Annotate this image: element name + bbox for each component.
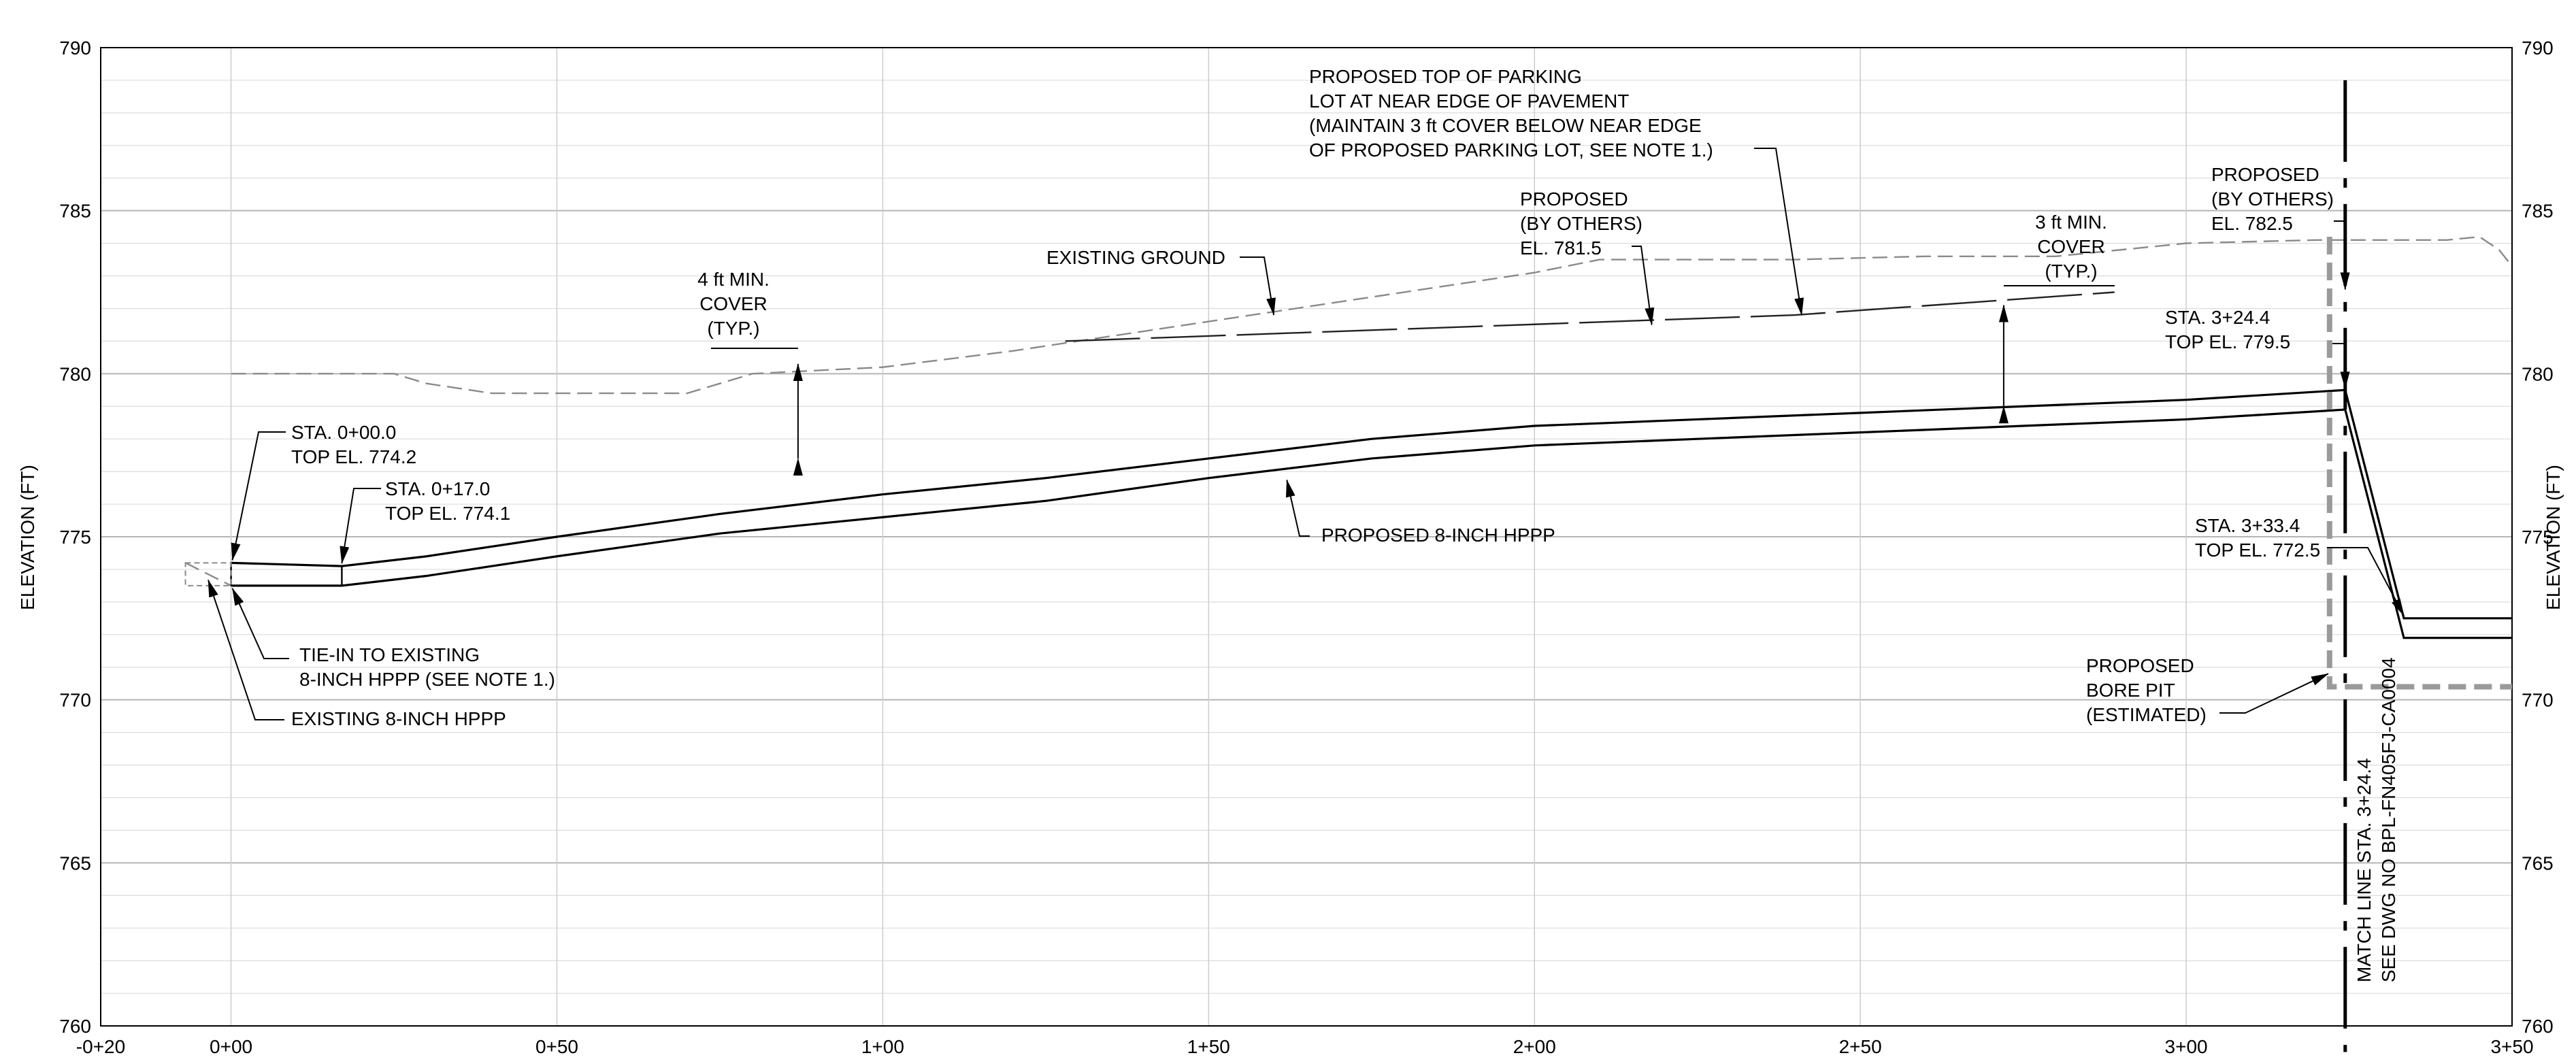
y-tick-label-left: 760 <box>59 1016 91 1037</box>
y-tick-label-right: 765 <box>2522 852 2554 874</box>
annotation-line: STA. 3+24.4 <box>2165 307 2270 328</box>
y-tick-label-left: 765 <box>59 852 91 874</box>
annotation-line: PROPOSED <box>2211 164 2319 185</box>
annotation-line: 3 ft MIN. <box>2035 212 2107 233</box>
x-tick-label: 0+00 <box>210 1036 252 1057</box>
leader-sta-0-00 <box>231 431 286 561</box>
y-tick-label-right: 760 <box>2522 1016 2554 1037</box>
x-tick-label: 3+00 <box>2165 1036 2208 1057</box>
annotation-line: EL. 781.5 <box>1520 237 1602 259</box>
y-tick-label-right: 790 <box>2522 37 2554 59</box>
annotation-cover3: 3 ft MIN. COVER (TYP.) <box>2035 212 2107 282</box>
leader-bore-pit <box>2219 673 2329 714</box>
annotation-line: OF PROPOSED PARKING LOT, SEE NOTE 1.) <box>1309 139 1713 161</box>
annotation-propothers2: PROPOSED (BY OTHERS) EL. 782.5 <box>2211 164 2334 234</box>
leader-sta-3-24 <box>2332 343 2350 390</box>
x-tick-label: 1+00 <box>861 1036 904 1057</box>
leader-existing-ground <box>1240 256 1276 316</box>
annotation-line: MATCH LINE STA. 3+24.4 <box>2354 758 2375 982</box>
annotation-line: 8-INCH HPPP (SEE NOTE 1.) <box>299 669 555 690</box>
annotation-line: (TYP.) <box>2045 261 2097 282</box>
annotation-line: COVER <box>699 293 767 314</box>
annotation-line: (BY OTHERS) <box>2211 188 2334 210</box>
series-proposed-8-inch-hppp-top <box>231 388 2512 620</box>
y-tick-label-left: 775 <box>59 527 91 548</box>
annotation-parking: PROPOSED TOP OF PARKING LOT AT NEAR EDGE … <box>1309 66 1713 161</box>
annotation-cover4: 4 ft MIN. COVER (TYP.) <box>697 269 770 339</box>
profile-lines <box>184 235 2513 690</box>
series-proposed-8-inch-hppp-bottom <box>231 408 2512 639</box>
annotation-line: EXISTING 8-INCH HPPP <box>291 708 506 729</box>
y-tick-label-right: 770 <box>2522 690 2554 711</box>
annotation-line: TOP EL. 774.1 <box>385 503 510 524</box>
y-axis-title-right: ELEVATION (FT) <box>2543 465 2564 610</box>
y-tick-label-left: 785 <box>59 201 91 222</box>
annotation-line: BORE PIT <box>2086 680 2175 701</box>
annotation-line: 4 ft MIN. <box>697 269 770 290</box>
y-tick-label-right: 775 <box>2522 527 2554 548</box>
y-tick-label-left: 770 <box>59 690 91 711</box>
leader-tie-in <box>231 587 289 659</box>
annotation-line: PROPOSED <box>1520 188 1628 210</box>
y-tick-label-right: 780 <box>2522 363 2554 384</box>
plot-frame <box>100 47 2513 1027</box>
annotation-matchline: MATCH LINE STA. 3+24.4 SEE DWG NO BPL-FN4… <box>2354 657 2399 982</box>
x-tick-label: 3+50 <box>2490 1036 2533 1057</box>
series-proposed-top-of-parking-lot <box>1065 291 2115 342</box>
annotations: STA. 0+00.0 TOP EL. 774.2 STA. 0+17.0 TOP E… <box>291 66 2399 982</box>
leader-sta-3-33 <box>2327 547 2405 616</box>
annotation-line: EL. 782.5 <box>2211 213 2293 234</box>
y-tick-label-right: 785 <box>2522 201 2554 222</box>
annotation-sta17: STA. 0+17.0 TOP EL. 774.1 <box>385 478 510 524</box>
x-tick-label: -0+20 <box>76 1036 125 1057</box>
x-tick-label: 2+00 <box>1513 1036 1556 1057</box>
annotation-sta333: STA. 3+33.4 TOP EL. 772.5 <box>2195 515 2320 561</box>
x-tick-label: 0+50 <box>535 1036 578 1057</box>
annotation-line: (TYP.) <box>707 318 759 339</box>
series-proposed-bore-pit-estimated <box>2326 237 2512 690</box>
annotation-line: TOP EL. 772.5 <box>2195 539 2320 561</box>
annotation-sta0: STA. 0+00.0 TOP EL. 774.2 <box>291 422 416 467</box>
x-tick-label: 2+50 <box>1839 1036 1882 1057</box>
series-existing-8-inch-hppp <box>184 562 232 586</box>
leader-existing-hppp <box>208 579 284 720</box>
x-tick-label: 1+50 <box>1187 1036 1230 1057</box>
y-axis-title-left: ELEVATION (FT) <box>17 465 38 610</box>
annotation-line: COVER <box>2037 236 2105 257</box>
y-tick-label-left: 780 <box>59 363 91 384</box>
annotation-line: TIE-IN TO EXISTING <box>299 644 480 665</box>
leader-lines <box>208 148 2405 720</box>
annotation-line: PROPOSED TOP OF PARKING <box>1309 66 1582 87</box>
annotation-line: (BY OTHERS) <box>1520 213 1642 234</box>
series-existing-ground <box>231 235 2513 395</box>
annotation-exhppp: EXISTING 8-INCH HPPP <box>291 708 506 729</box>
annotation-tiein: TIE-IN TO EXISTING 8-INCH HPPP (SEE NOTE … <box>299 644 555 690</box>
annotation-propothers1: PROPOSED (BY OTHERS) EL. 781.5 <box>1520 188 1642 259</box>
annotation-line: EXISTING GROUND <box>1046 247 1225 268</box>
leader-sta-0-17 <box>340 488 381 565</box>
annotation-line: SEE DWG NO BPL-FN405FJ-CA0004 <box>2378 657 2399 982</box>
leader-proposed-781-5 <box>1632 246 1655 326</box>
annotation-line: STA. 0+00.0 <box>291 422 396 443</box>
leader-proposed-782-5 <box>2334 220 2350 290</box>
y-tick-label-left: 790 <box>59 37 91 59</box>
annotation-line: TOP EL. 774.2 <box>291 446 416 467</box>
axis-tick-labels: 760 760 765 765 770 770 775 775 780 780 785 785 790 7… <box>59 37 2553 1057</box>
annotation-sta324: STA. 3+24.4 TOP EL. 779.5 <box>2165 307 2290 352</box>
annotation-line: PROPOSED <box>2086 655 2194 676</box>
annotation-line: TOP EL. 779.5 <box>2165 331 2290 352</box>
annotation-line: (MAINTAIN 3 ft COVER BELOW NEAR EDGE <box>1309 115 1702 136</box>
annotation-line: PROPOSED 8-INCH HPPP <box>1321 525 1555 546</box>
annotation-line: STA. 0+17.0 <box>385 478 490 499</box>
annotation-line: (ESTIMATED) <box>2086 704 2207 725</box>
annotation-line: STA. 3+33.4 <box>2195 515 2300 536</box>
leader-parking-lot <box>1754 148 1804 316</box>
annotation-proppipe: PROPOSED 8-INCH HPPP <box>1321 525 1555 546</box>
annotation-line: LOT AT NEAR EDGE OF PAVEMENT <box>1309 90 1629 112</box>
leader-proposed-hppp <box>1285 479 1310 537</box>
annotation-borepit: PROPOSED BORE PIT (ESTIMATED) <box>2086 655 2207 725</box>
annotation-exground: EXISTING GROUND <box>1046 247 1225 268</box>
